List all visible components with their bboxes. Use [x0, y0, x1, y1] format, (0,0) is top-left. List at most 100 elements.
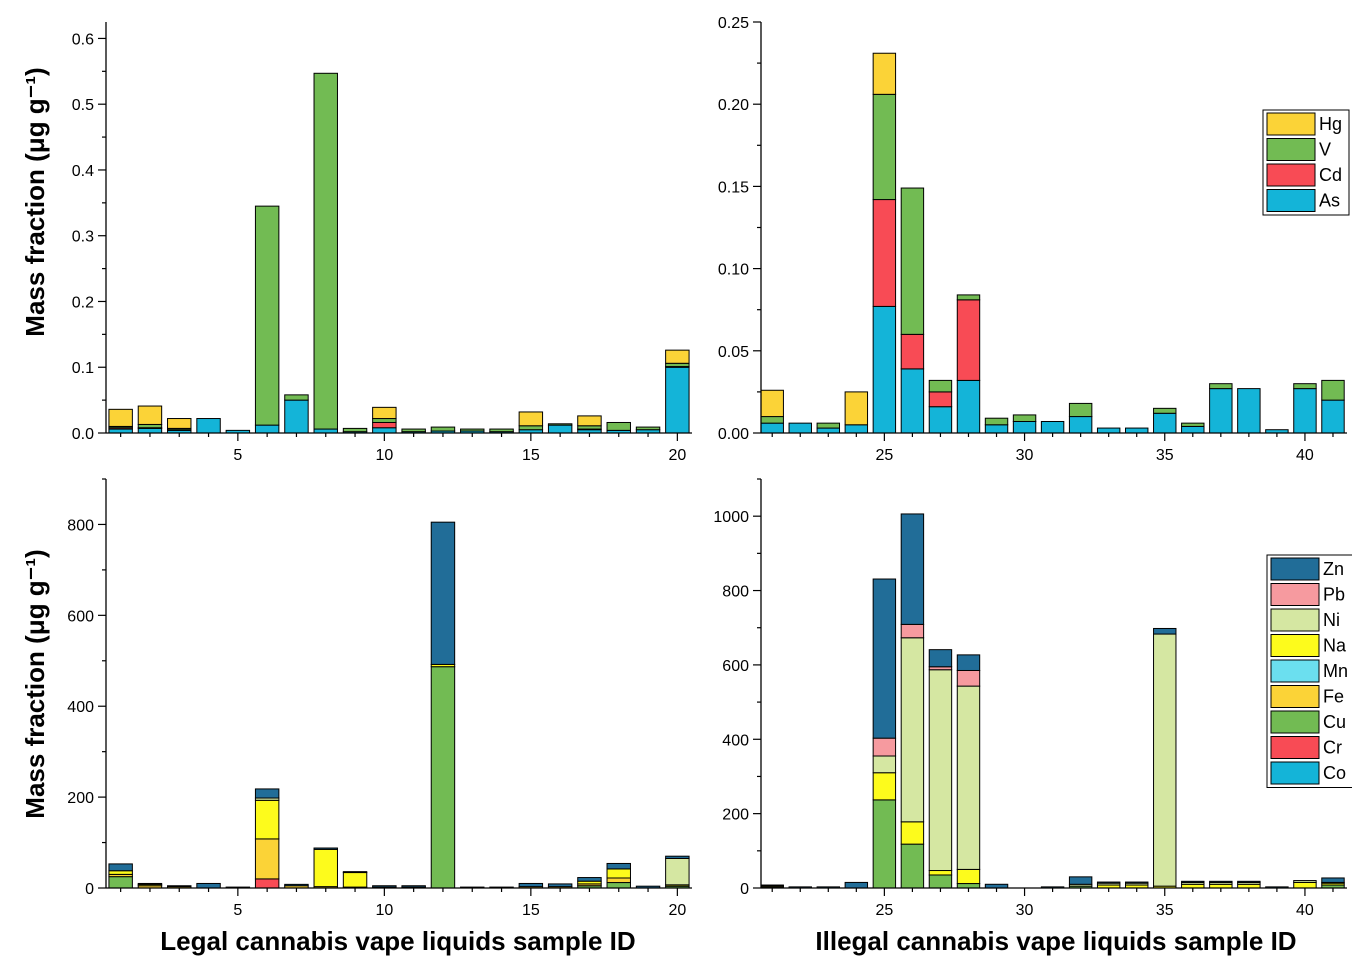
legend-label-zn: Zn [1323, 559, 1344, 579]
bar-segment-zn-sample-16 [547, 883, 573, 888]
y-tick-label: 400 [722, 732, 749, 749]
y-tick-label: 1000 [713, 509, 749, 526]
x-tick-label-15: 15 [522, 447, 540, 464]
bar-segment-as-sample-40 [1293, 388, 1317, 434]
bar-segment-as-sample-16 [547, 424, 573, 434]
legend-swatch-v [1266, 138, 1316, 161]
bar-segment-zn-sample-26 [900, 513, 925, 625]
bar-segment-zn-sample-27 [928, 649, 953, 668]
legend-label-ni: Ni [1323, 610, 1340, 630]
bar-segment-v-sample-23 [816, 422, 841, 429]
bar-segment-na-sample-27 [928, 870, 953, 876]
x-tick-label-10: 10 [375, 902, 393, 919]
bar-segment-zn-sample-18 [606, 862, 631, 870]
bar-segment-zn-sample-17 [577, 877, 602, 882]
x-tick-label-40: 40 [1296, 902, 1314, 919]
panel-illegal-zn-pb-ni-na-mn-fe-cu-cr-co: 25 30 35 4002004006008001000ZnPbNiNaMnFeCuC… [713, 478, 1352, 919]
bar-segment-as-sample-29 [984, 424, 1009, 434]
bar-segment-v-sample-27 [928, 379, 953, 393]
bar-segment-as-sample-38 [1237, 388, 1261, 434]
bar-segment-as-sample-28 [956, 379, 981, 434]
y-tick-label: 0.4 [72, 163, 94, 180]
bar-segment-as-sample-25 [872, 305, 897, 434]
legend-swatch-pb [1270, 583, 1320, 606]
bar-segment-ni-sample-28 [956, 685, 981, 870]
x-tick-label-35: 35 [1156, 447, 1174, 464]
bar-segment-fe-sample-18 [606, 877, 631, 884]
bar-segment-v-sample-26 [900, 187, 925, 335]
bar-segment-v-sample-12 [430, 426, 456, 432]
bar-segment-zn-sample-33 [1096, 881, 1121, 884]
y-tick-label: 0 [85, 881, 94, 898]
bar-segment-zn-sample-36 [1181, 880, 1205, 883]
bar-segment-as-sample-32 [1068, 416, 1093, 434]
bar-segment-v-sample-9 [342, 427, 368, 433]
bar-segment-v-sample-13 [460, 428, 485, 432]
legend-label-hg: Hg [1319, 114, 1342, 134]
bar-segment-as-sample-36 [1181, 425, 1205, 434]
bar-segment-zn-sample-25 [872, 578, 897, 739]
y-tick-label: 0.25 [718, 15, 749, 32]
bar-segment-na-sample-40 [1293, 881, 1317, 889]
bar-segment-zn-sample-38 [1237, 880, 1261, 883]
y-axis-title-top: Mass fraction (μg g⁻¹) [20, 67, 50, 336]
legend-swatch-cr [1270, 736, 1320, 759]
legend-swatch-na [1270, 634, 1320, 657]
y-tick-label: 0.00 [718, 426, 749, 443]
bar-segment-zn-sample-35 [1153, 627, 1177, 635]
bar-segment-ni-sample-35 [1153, 633, 1177, 887]
bar-segment-zn-sample-32 [1068, 876, 1093, 885]
bar-segment-as-sample-26 [900, 368, 925, 434]
y-tick-label: 0.10 [718, 262, 749, 279]
bar-segment-as-sample-2 [137, 427, 163, 434]
bar-segment-cu-sample-28 [956, 883, 981, 889]
y-tick-label: 0.6 [72, 31, 94, 48]
legend-label-v: V [1319, 140, 1331, 160]
bar-segment-zn-sample-11 [401, 885, 426, 888]
x-tick-label-40: 40 [1296, 447, 1314, 464]
bar-segment-zn-sample-28 [956, 654, 981, 671]
bar-segment-zn-sample-20 [665, 855, 690, 859]
y-tick-label: 800 [67, 517, 94, 534]
bar-segment-v-sample-37 [1209, 383, 1233, 390]
bar-segment-zn-sample-24 [844, 881, 869, 889]
x-tick-label-25: 25 [875, 902, 893, 919]
bar-segment-as-sample-31 [1040, 420, 1065, 434]
x-tick-label-20: 20 [668, 902, 686, 919]
x-tick-label-5: 5 [233, 447, 242, 464]
legend-label-co: Co [1323, 763, 1346, 783]
y-axis-title-bottom: Mass fraction (μg g⁻¹) [20, 549, 50, 818]
bar-segment-as-sample-7 [284, 399, 309, 434]
bar-segment-hg-sample-10 [372, 406, 397, 420]
legend-label-pb: Pb [1323, 585, 1345, 605]
bar-segment-ni-sample-26 [900, 637, 925, 823]
bar-segment-cd-sample-26 [900, 333, 925, 370]
bar-segment-ni-sample-20 [665, 857, 690, 886]
y-tick-label: 0.15 [718, 179, 749, 196]
y-tick-label: 200 [722, 807, 749, 824]
bar-segment-as-sample-34 [1125, 427, 1149, 434]
y-tick-label: 0 [740, 881, 749, 898]
legend-label-cd: Cd [1319, 165, 1342, 185]
x-axis-title-illegal: Illegal cannabis vape liquids sample ID [815, 926, 1296, 956]
bar-segment-zn-sample-7 [284, 883, 309, 887]
bar-segment-as-sample-6 [254, 424, 280, 434]
y-tick-label: 400 [67, 699, 94, 716]
y-tick-label: 0.05 [718, 344, 749, 361]
bar-segment-na-sample-9 [342, 872, 368, 888]
bar-segment-cu-sample-26 [900, 843, 925, 889]
bar-segment-as-sample-20 [665, 366, 690, 434]
legend-swatch-zn [1270, 557, 1320, 581]
legend-label-cu: Cu [1323, 712, 1346, 732]
bar-segment-v-sample-28 [956, 294, 981, 301]
legend-swatch-co [1270, 761, 1320, 785]
legend-swatch-mn [1270, 659, 1320, 683]
bar-segment-zn-sample-12 [430, 521, 456, 665]
bar-segment-cu-sample-27 [928, 874, 953, 889]
bar-segment-fe-sample-6 [254, 838, 280, 880]
bar-segment-zn-sample-37 [1209, 880, 1233, 883]
bar-segment-hg-sample-1 [108, 408, 133, 427]
bar-segment-hg-sample-21 [760, 389, 784, 418]
x-tick-label-15: 15 [522, 902, 540, 919]
